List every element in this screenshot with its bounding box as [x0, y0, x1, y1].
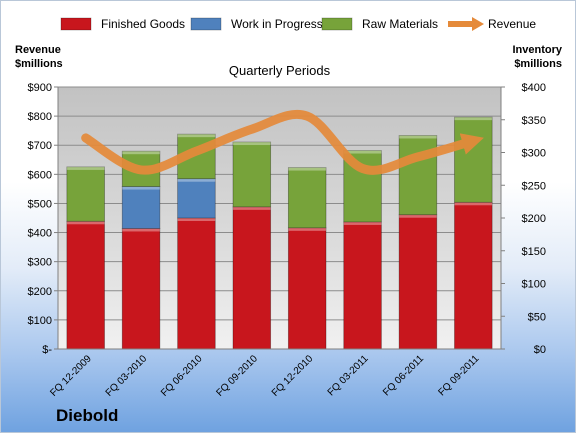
left-tick-label: $900	[28, 82, 52, 94]
category-label: FQ 03-2010	[104, 353, 150, 399]
left-tick-label: $700	[28, 140, 52, 152]
bar-highlight	[399, 214, 437, 218]
legend-swatch-raw-materials	[321, 17, 353, 31]
right-tick-label: $0	[534, 344, 546, 356]
bar-finished-goods	[66, 220, 105, 350]
revenue-line	[81, 110, 484, 175]
category-label: FQ 09-2010	[214, 353, 260, 399]
left-tick-label: $400	[28, 228, 52, 240]
legend-label-raw-materials: Raw Materials	[362, 17, 438, 31]
legend-label-revenue: Revenue	[488, 17, 536, 31]
bar-highlight	[454, 117, 493, 121]
bar-finished-goods	[343, 221, 382, 350]
legend-swatch-finished-goods	[60, 17, 92, 31]
legend-swatch-work-in-progress	[190, 17, 222, 31]
left-axis-label: Revenue $millions	[15, 44, 63, 70]
category-label: FQ 06-2010	[159, 353, 205, 399]
bar-finished-goods	[454, 201, 493, 350]
left-tick-label: $200	[28, 286, 52, 298]
category-label: FQ 12-2010	[270, 353, 316, 399]
right-tick-label: $200	[522, 213, 546, 225]
legend-arrow	[472, 17, 484, 31]
legend-label-finished-goods: Finished Goods	[101, 17, 185, 31]
bar-highlight	[66, 221, 105, 225]
bar-finished-goods	[177, 217, 216, 350]
right-tick-label: $350	[522, 115, 546, 127]
right-tick-label: $150	[522, 246, 546, 258]
legend-label-work-in-progress: Work in Progress	[231, 17, 323, 31]
left-tick-label: $800	[28, 111, 52, 123]
bar-finished-goods	[232, 206, 272, 350]
left-tick-label: $-	[42, 344, 52, 356]
category-label: FQ 06-2011	[381, 353, 426, 398]
right-tick-label: $400	[522, 82, 546, 94]
bar-highlight	[177, 218, 216, 221]
bar-highlight	[122, 186, 160, 190]
bar-highlight	[232, 206, 271, 210]
bar-highlight	[66, 166, 105, 170]
bar-highlight	[177, 178, 216, 182]
right-tick-label: $50	[528, 311, 546, 323]
left-tick-label: $600	[28, 169, 52, 181]
category-label: FQ 09-2011	[436, 353, 481, 398]
bar-highlight	[288, 167, 327, 171]
bar-finished-goods	[398, 214, 438, 350]
bar-highlight	[122, 151, 160, 155]
right-tick-label: $100	[522, 279, 546, 291]
bar-highlight	[343, 221, 382, 225]
bar-raw-materials	[287, 167, 327, 229]
bar-highlight	[177, 134, 216, 138]
bar-work-in-progress	[121, 186, 161, 229]
right-tick-label: $250	[522, 180, 546, 192]
left-tick-label: $300	[28, 257, 52, 269]
bars	[66, 116, 493, 350]
left-tick-label: $100	[28, 315, 52, 327]
category-label: FQ 03-2011	[326, 353, 371, 398]
left-tick-label: $500	[28, 198, 52, 210]
bar-raw-materials	[232, 141, 272, 208]
bar-highlight	[288, 227, 327, 231]
right-tick-label: $300	[522, 148, 546, 160]
bar-highlight	[232, 142, 271, 146]
bar-highlight	[454, 202, 493, 206]
bar-raw-materials	[398, 135, 438, 216]
legend: Finished Goods Work in Progress Raw Materi…	[60, 17, 536, 31]
bar-work-in-progress	[177, 178, 216, 219]
bar-finished-goods	[121, 228, 161, 350]
category-label: FQ 12-2009	[48, 353, 94, 399]
chart-title: Quarterly Periods	[229, 63, 331, 78]
bar-highlight	[122, 228, 160, 232]
right-axis-label: Inventory $millions	[512, 44, 562, 70]
bar-finished-goods	[287, 227, 327, 350]
company-name: Diebold	[56, 406, 119, 425]
bar-raw-materials	[454, 116, 493, 203]
bar-raw-materials	[66, 166, 105, 222]
bar-highlight	[399, 135, 437, 139]
bar-highlight	[343, 150, 382, 154]
revenue-line-path	[81, 110, 484, 175]
